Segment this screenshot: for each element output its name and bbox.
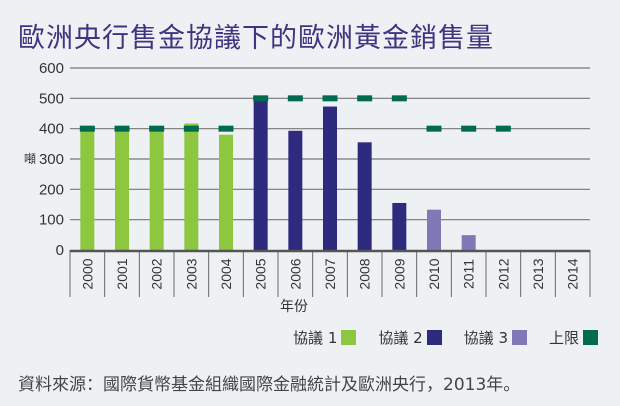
y-tick-label: 600 [39,60,64,77]
x-tick-label: 2004 [218,258,234,289]
bar-2005 [253,99,268,250]
legend-label: 協議 1 [293,329,338,347]
x-tick-label: 2009 [391,258,407,289]
bar-2003 [184,123,199,250]
legend-swatch [341,330,357,345]
bar-2011 [461,235,476,250]
y-tick-label: 300 [39,151,64,168]
ceiling-marker [426,125,442,132]
bar-2009 [392,202,407,250]
x-tick-label: 2003 [183,258,199,289]
x-tick-label: 2008 [357,258,373,289]
x-axis-label: 年份 [280,299,308,315]
legend: 協議 1 協議 2 協議 3 上限 [293,327,598,348]
y-tick-label: 500 [39,90,64,107]
ceiling-marker [357,95,373,102]
x-tick-label: 2002 [149,258,165,289]
ceiling-marker [287,95,303,102]
bar-2004 [219,134,233,250]
legend-item-agreement-3: 協議 3 [464,327,527,348]
x-tick-label: 2013 [530,258,546,289]
ceiling-marker [253,95,269,102]
bar-2008 [357,142,372,250]
x-tick-label: 2006 [287,258,303,289]
y-tick-label: 400 [39,121,64,138]
bar-2010 [427,209,441,250]
x-tick-label: 2012 [495,258,511,289]
legend-swatch [511,330,527,345]
x-tick-label: 2014 [565,258,581,289]
ceiling-marker [461,125,477,132]
y-axis-label: 噸 [24,152,37,166]
legend-item-ceiling: 上限 [549,327,598,348]
legend-label: 協議 3 [463,329,508,347]
x-tick-label: 2001 [114,258,130,289]
x-tick-label: 2000 [79,258,95,289]
bar-2000 [80,128,95,250]
chart-title: 歐洲央行售金協議下的歐洲黃金銷售量 [18,23,494,54]
source-note: 資料來源：國際貨幣基金組織國際金融統計及歐洲央行，2013年。 [18,375,521,395]
ceiling-marker [495,125,511,132]
ceiling-marker [183,125,199,132]
legend-swatch [426,330,442,345]
ceiling-marker [391,95,407,102]
y-tick-label: 0 [56,242,64,259]
ceiling-marker [79,125,95,132]
x-tick-label: 2010 [426,258,442,289]
y-tick-label: 200 [39,181,64,198]
ceiling-marker [322,95,338,102]
legend-label: 上限 [548,329,579,347]
ceiling-marker [149,125,165,132]
x-tick-label: 2011 [461,259,477,289]
ceiling-marker [114,125,130,132]
legend-item-agreement-2: 協議 2 [378,327,442,348]
legend-swatch [583,330,598,345]
bar-2002 [149,128,164,250]
legend-item-agreement-1: 協議 1 [293,327,357,348]
bar-2006 [288,130,303,250]
x-tick-label: 2007 [322,258,338,289]
y-tick-label: 100 [39,212,64,229]
bar-2007 [323,106,337,250]
legend-label: 協議 2 [378,329,423,347]
x-tick-label: 2005 [253,258,269,289]
bar-2001 [115,128,129,250]
ceiling-marker [218,125,234,132]
